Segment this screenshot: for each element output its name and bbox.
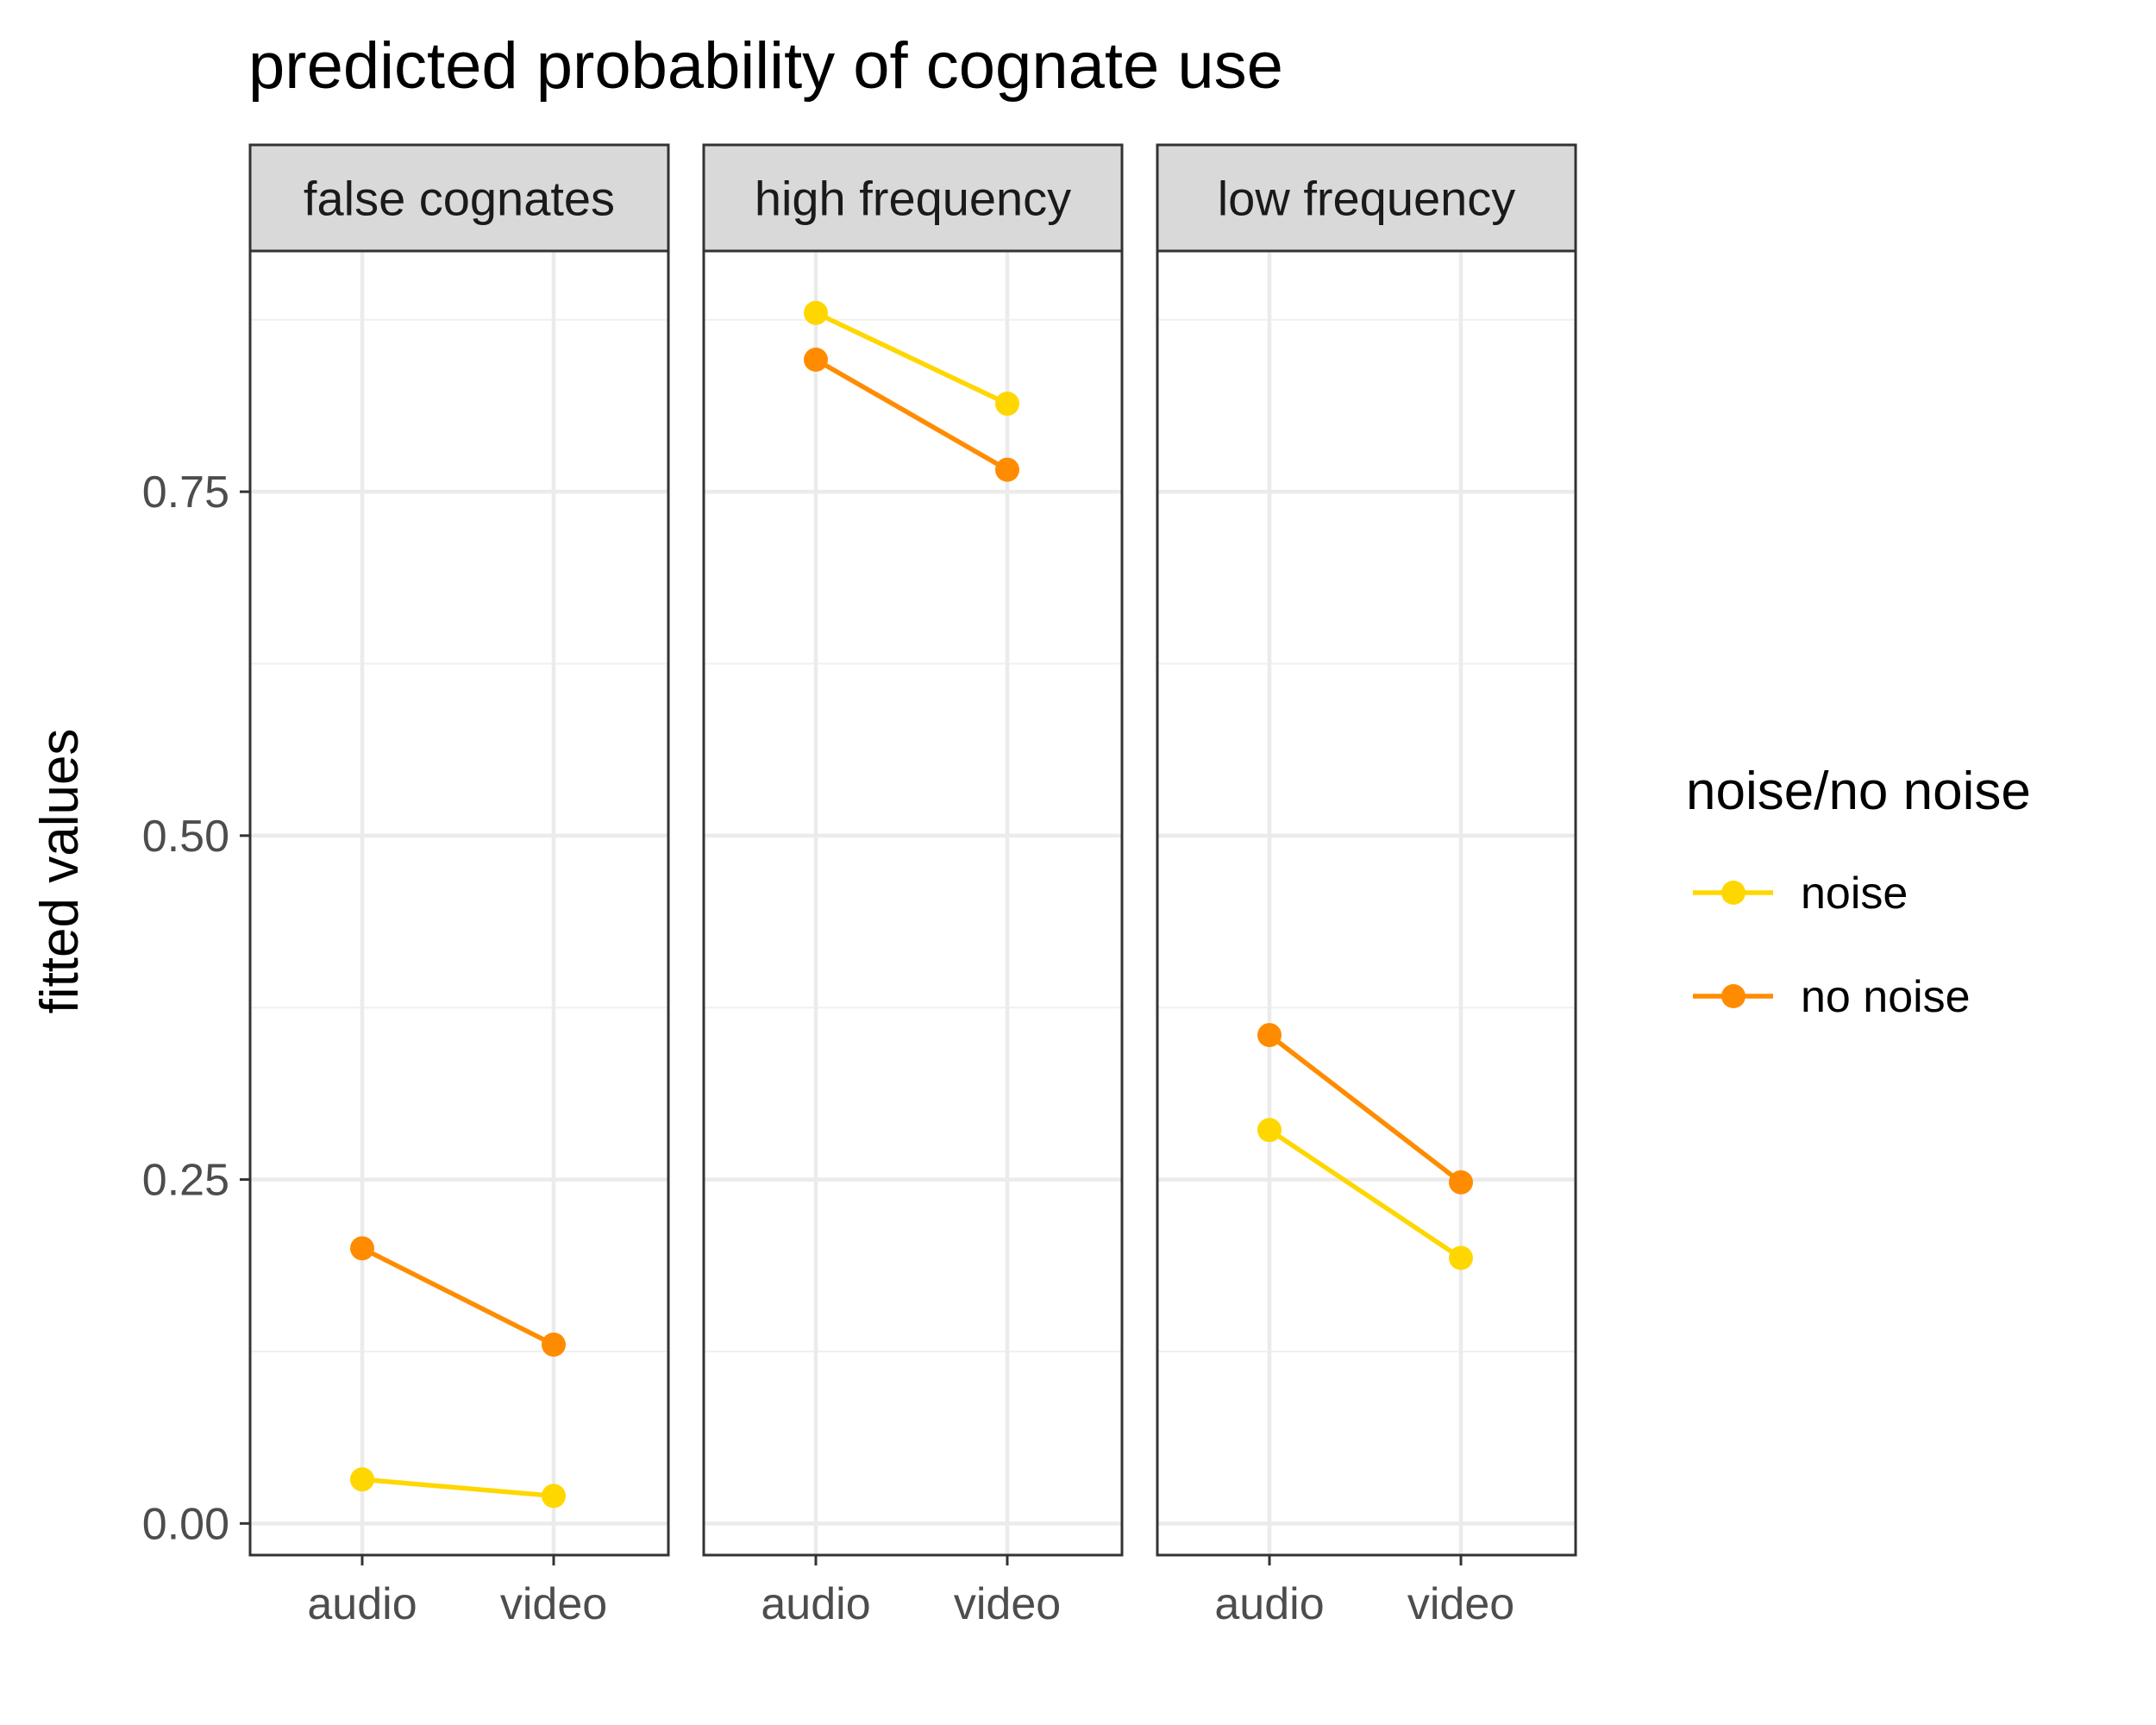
series-line-no-noise bbox=[1268, 1032, 1463, 1184]
facet-strip-label: high frequency bbox=[755, 172, 1071, 226]
data-point-noise bbox=[1449, 1245, 1473, 1270]
panel-border bbox=[248, 249, 670, 1557]
legend-title: noise/no noise bbox=[1686, 762, 2031, 821]
data-point-noise bbox=[804, 300, 828, 325]
x-tick-label: video bbox=[1407, 1579, 1514, 1629]
x-tick-label: audio bbox=[307, 1579, 417, 1629]
legend: noise/no noise noise no noise bbox=[1686, 762, 2031, 1022]
plot-background bbox=[704, 251, 1122, 1555]
series-line-noise bbox=[1268, 1127, 1463, 1260]
facet-panel: false cognates audio video bbox=[248, 143, 670, 1629]
series-line-no-noise bbox=[360, 1245, 555, 1347]
legend-key-point bbox=[1721, 881, 1745, 905]
plot-background bbox=[1157, 251, 1576, 1555]
facet-strip bbox=[248, 143, 670, 253]
data-point-no-noise bbox=[542, 1332, 566, 1357]
series-line-no-noise bbox=[814, 357, 1009, 472]
chart-title: predicted probability of cognate use bbox=[248, 29, 1283, 103]
data-point-no-noise bbox=[804, 348, 828, 372]
data-point-no-noise bbox=[350, 1236, 374, 1261]
data-point-no-noise bbox=[1257, 1023, 1282, 1048]
data-point-no-noise bbox=[1449, 1170, 1473, 1195]
x-tick-label: audio bbox=[1214, 1579, 1324, 1629]
panel-border bbox=[702, 249, 1124, 1557]
data-point-noise bbox=[542, 1484, 566, 1509]
panels: false cognates audio video high frequency au… bbox=[248, 143, 1577, 1629]
legend-key-point bbox=[1721, 984, 1745, 1008]
facet-panel: low frequency audio video bbox=[1156, 143, 1577, 1629]
y-tick-label: 0.00 bbox=[142, 1499, 229, 1549]
facet-panel: high frequency audio video bbox=[702, 143, 1124, 1629]
y-axis-title: fitted values bbox=[30, 729, 90, 1014]
facet-strip-label: false cognates bbox=[304, 172, 615, 226]
data-point-no-noise bbox=[995, 457, 1019, 482]
legend-label: noise bbox=[1801, 869, 1908, 919]
facet-strip bbox=[702, 143, 1124, 253]
y-tick-label: 0.25 bbox=[142, 1156, 229, 1206]
x-tick-label: video bbox=[954, 1579, 1061, 1629]
x-tick-label: audio bbox=[761, 1579, 870, 1629]
legend-item: no noise bbox=[1693, 972, 1971, 1022]
data-point-noise bbox=[995, 392, 1019, 417]
facet-strip-label: low frequency bbox=[1218, 172, 1516, 226]
facet-strip bbox=[1156, 143, 1577, 253]
data-point-noise bbox=[1257, 1118, 1282, 1143]
y-axis: 0.00 0.25 0.50 0.75 bbox=[142, 467, 250, 1549]
y-tick-label: 0.75 bbox=[142, 467, 229, 518]
legend-item: noise bbox=[1693, 869, 1908, 919]
data-point-noise bbox=[350, 1467, 374, 1492]
series-line-noise bbox=[361, 1477, 555, 1499]
panel-border bbox=[1156, 249, 1577, 1557]
legend-label: no noise bbox=[1801, 972, 1971, 1022]
series-line-noise bbox=[814, 310, 1009, 406]
y-tick-label: 0.50 bbox=[142, 812, 229, 862]
x-tick-label: video bbox=[500, 1579, 607, 1629]
plot-background bbox=[250, 251, 668, 1555]
